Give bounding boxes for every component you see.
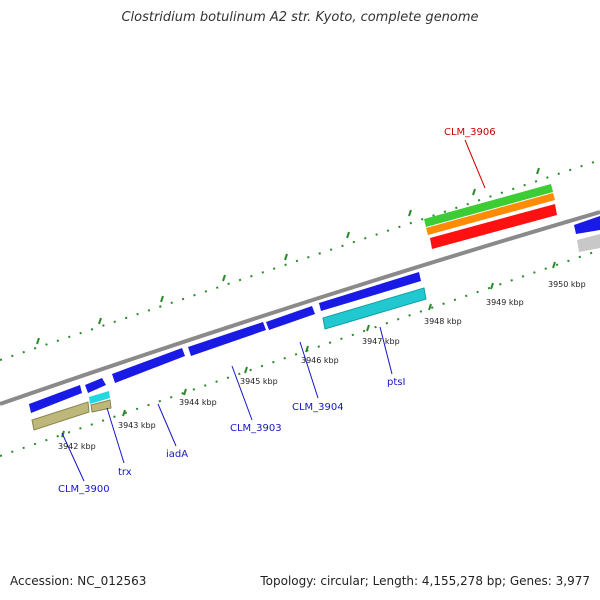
feature-cyan-trx[interactable] xyxy=(89,391,110,404)
kbp-label: 3948 kbp xyxy=(424,317,462,326)
kbp-scale: 3942 kbp 3943 kbp 3944 kbp 3945 kbp 3946… xyxy=(58,280,586,451)
kbp-label: 3944 kbp xyxy=(179,398,217,407)
topology-text: Topology: circular; Length: 4,155,278 bp… xyxy=(260,574,590,588)
feature-orange-3906[interactable] xyxy=(426,193,555,235)
gene-label-CLM-3904[interactable]: CLM_3904 xyxy=(292,402,344,413)
gene-feature-3907[interactable] xyxy=(574,216,600,234)
kbp-label: 3949 kbp xyxy=(486,298,524,307)
gene-label-ptsI[interactable]: ptsI xyxy=(387,377,405,388)
accession-text: Accession: NC_012563 xyxy=(10,574,147,588)
feature-gray-3907[interactable] xyxy=(577,234,600,252)
feature-red-3906[interactable] xyxy=(430,204,557,249)
kbp-label: 3946 kbp xyxy=(301,356,339,365)
kbp-label: 3945 kbp xyxy=(240,377,278,386)
gene-feature-CLM-3903[interactable] xyxy=(188,322,266,356)
feature-cyan-ptsI[interactable] xyxy=(322,287,427,330)
gene-feature-trx[interactable] xyxy=(85,378,106,393)
gene-feature-ptsI[interactable] xyxy=(319,272,421,311)
gene-feature-iadA[interactable] xyxy=(112,348,185,383)
kbp-label: 3950 kbp xyxy=(548,280,586,289)
kbp-label: 3947 kbp xyxy=(362,337,400,346)
inner-tick-track xyxy=(0,249,600,457)
feature-green-3906[interactable] xyxy=(424,184,553,227)
gene-label-iadA[interactable]: iadA xyxy=(166,449,188,460)
gene-feature-3899[interactable] xyxy=(29,385,82,413)
map-title: Clostridium botulinum A2 str. Kyoto, com… xyxy=(121,10,479,25)
feature-olive-3900[interactable] xyxy=(31,401,90,431)
secondary-features[interactable] xyxy=(31,234,600,431)
feature-olive-trx[interactable] xyxy=(90,399,112,413)
clm-3906-features[interactable] xyxy=(424,184,557,249)
gene-labels[interactable]: CLM_3900 trx iadA CLM_3903 CLM_3904 ptsI… xyxy=(58,127,496,495)
outer-tick-track xyxy=(0,159,600,361)
gene-label-CLM-3900[interactable]: CLM_3900 xyxy=(58,484,110,495)
forward-genes[interactable] xyxy=(29,216,600,413)
gene-label-trx[interactable]: trx xyxy=(118,467,132,478)
label-leaders xyxy=(61,139,486,482)
kbp-label: 3943 kbp xyxy=(118,421,156,430)
gene-label-CLM-3903[interactable]: CLM_3903 xyxy=(230,423,282,434)
genome-backbone xyxy=(0,210,600,406)
gene-label-CLM-3906[interactable]: CLM_3906 xyxy=(444,127,496,138)
gene-feature-CLM-3904[interactable] xyxy=(266,306,315,330)
kbp-label: 3942 kbp xyxy=(58,442,96,451)
